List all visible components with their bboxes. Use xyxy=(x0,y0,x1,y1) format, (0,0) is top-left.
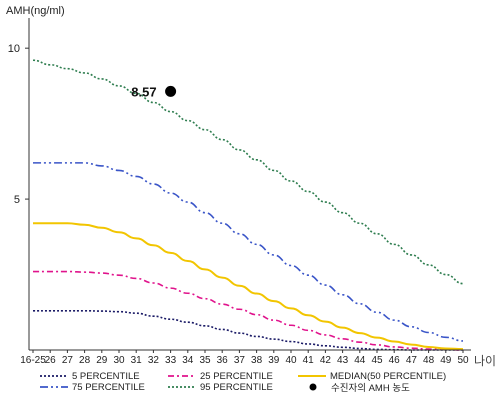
x-axis-label: 나이 xyxy=(474,354,496,368)
legend-label-p5: 5 PERCENTILE xyxy=(72,371,140,382)
x-tick-label: 38 xyxy=(251,355,263,366)
patient-marker-dot xyxy=(165,85,177,97)
x-tick-label: 42 xyxy=(320,355,332,366)
x-tick-label: 40 xyxy=(285,355,297,366)
x-tick-label: 39 xyxy=(268,355,280,366)
x-tick-label: 34 xyxy=(182,355,194,366)
y-ticks: 5 10 xyxy=(8,43,29,206)
legend-label-p50: MEDIAN(50 PERCENTILE) xyxy=(330,371,446,382)
y-tick-label: 5 xyxy=(14,194,20,206)
legend-label-p95: 95 PERCENTILE xyxy=(200,382,273,393)
x-tick-label: 41 xyxy=(303,355,315,366)
x-tick-label: 30 xyxy=(113,355,125,366)
x-tick-label: 26 xyxy=(45,355,57,366)
x-tick-label: 44 xyxy=(354,355,366,366)
legend-label-marker: 수진자의 AMH 농도 xyxy=(331,383,410,394)
legend-swatch-marker xyxy=(309,383,317,391)
x-tick-label: 36 xyxy=(217,355,229,366)
x-tick-label: 31 xyxy=(131,355,143,366)
x-tick-label: 47 xyxy=(406,355,418,366)
patient-marker: 8.57 xyxy=(131,84,177,99)
series-line-p25 xyxy=(33,270,464,351)
series-line-p50 xyxy=(32,222,464,351)
series-line-p95 xyxy=(32,59,464,285)
x-tick-label: 35 xyxy=(199,355,211,366)
x-tick-label: 16-25 xyxy=(20,355,46,366)
legend-label-p25: 25 PERCENTILE xyxy=(200,371,273,382)
y-axis-label: AMH(ng/ml) xyxy=(6,5,65,17)
x-tick-label: 49 xyxy=(440,355,452,366)
x-tick-label: 48 xyxy=(423,355,435,366)
x-tick-label: 43 xyxy=(337,355,349,366)
patient-marker-label: 8.57 xyxy=(131,84,156,99)
series-line-p75 xyxy=(32,162,464,342)
x-tick-label: 45 xyxy=(371,355,383,366)
x-tick-label: 46 xyxy=(389,355,401,366)
x-tick-label: 32 xyxy=(148,355,160,366)
x-tick-label: 28 xyxy=(79,355,91,366)
series-lines xyxy=(32,59,464,351)
legend-label-p75: 75 PERCENTILE xyxy=(72,382,145,393)
x-tick-label: 33 xyxy=(165,355,177,366)
y-tick-label: 10 xyxy=(8,43,20,55)
x-tick-label: 37 xyxy=(234,355,246,366)
x-tick-label: 27 xyxy=(62,355,74,366)
series-line-p5 xyxy=(33,309,463,351)
x-tick-label: 29 xyxy=(96,355,108,366)
x-tick-label: 50 xyxy=(457,355,469,366)
